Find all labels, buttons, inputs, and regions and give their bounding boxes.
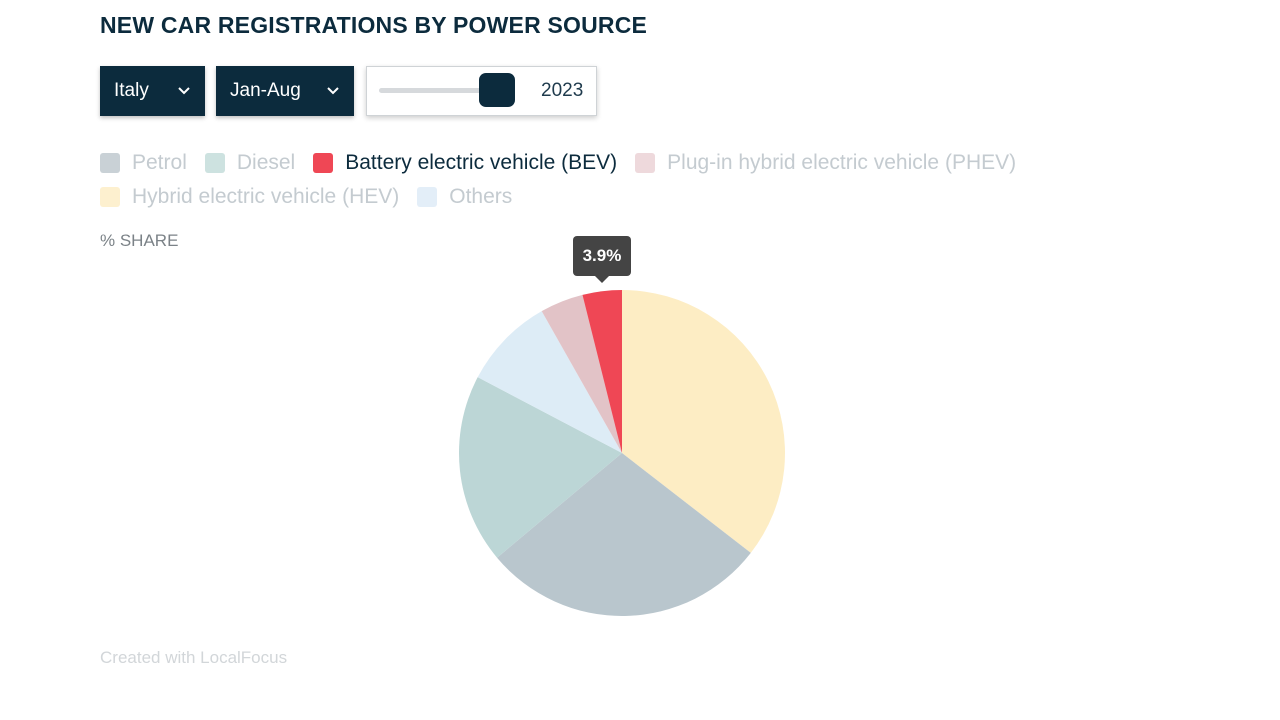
legend-swatch <box>100 187 120 207</box>
legend-row: Hybrid electric vehicle (HEV) Others <box>100 180 1060 214</box>
legend-item[interactable]: Others <box>417 185 512 209</box>
legend: Petrol Diesel Battery electric vehicle (BE… <box>100 146 1060 214</box>
year-slider-track[interactable] <box>379 88 509 93</box>
legend-swatch <box>313 153 334 173</box>
legend-item[interactable]: Plug-in hybrid electric vehicle (PHEV) <box>635 151 1016 175</box>
legend-label: Hybrid electric vehicle (HEV) <box>132 185 400 208</box>
legend-swatch <box>100 153 120 173</box>
legend-label: Others <box>449 185 513 208</box>
period-dropdown[interactable]: Jan-Aug <box>216 66 354 116</box>
pie-slice[interactable] <box>497 453 751 617</box>
year-slider: 2023 <box>366 66 597 116</box>
legend-item[interactable]: Petrol <box>100 151 187 175</box>
legend-item[interactable]: Battery electric vehicle (BEV) <box>313 151 617 175</box>
year-slider-value: 2023 <box>541 80 584 101</box>
year-slider-thumb[interactable] <box>479 73 516 107</box>
legend-label: Diesel <box>236 151 296 174</box>
pie-slice[interactable] <box>477 311 622 453</box>
legend-item[interactable]: Hybrid electric vehicle (HEV) <box>100 185 399 209</box>
pie-slice[interactable] <box>582 290 622 453</box>
country-dropdown-label: Italy <box>114 80 149 101</box>
chevron-down-icon <box>177 86 191 96</box>
credit-text[interactable]: Created with LocalFocus <box>100 648 288 667</box>
legend-label: Petrol <box>132 151 187 174</box>
pie-slice[interactable] <box>541 294 622 453</box>
legend-label: Battery electric vehicle (BEV) <box>345 151 618 174</box>
legend-label: Plug-in hybrid electric vehicle (PHEV) <box>667 151 1017 174</box>
pie-slice[interactable] <box>458 377 622 558</box>
legend-swatch <box>635 153 656 173</box>
period-dropdown-label: Jan-Aug <box>230 80 301 101</box>
slice-tooltip: 3.9% <box>572 236 632 284</box>
legend-swatch <box>417 187 438 207</box>
country-dropdown[interactable]: Italy <box>100 66 205 116</box>
pie-slice[interactable] <box>622 290 786 553</box>
legend-item[interactable]: Diesel <box>204 151 296 175</box>
axis-label: % SHARE <box>100 231 179 250</box>
legend-swatch <box>204 153 225 173</box>
chart-title: NEW CAR REGISTRATIONS BY POWER SOURCE <box>100 12 648 38</box>
legend-row: Petrol Diesel Battery electric vehicle (BE… <box>100 146 1060 180</box>
chevron-down-icon <box>326 86 340 96</box>
